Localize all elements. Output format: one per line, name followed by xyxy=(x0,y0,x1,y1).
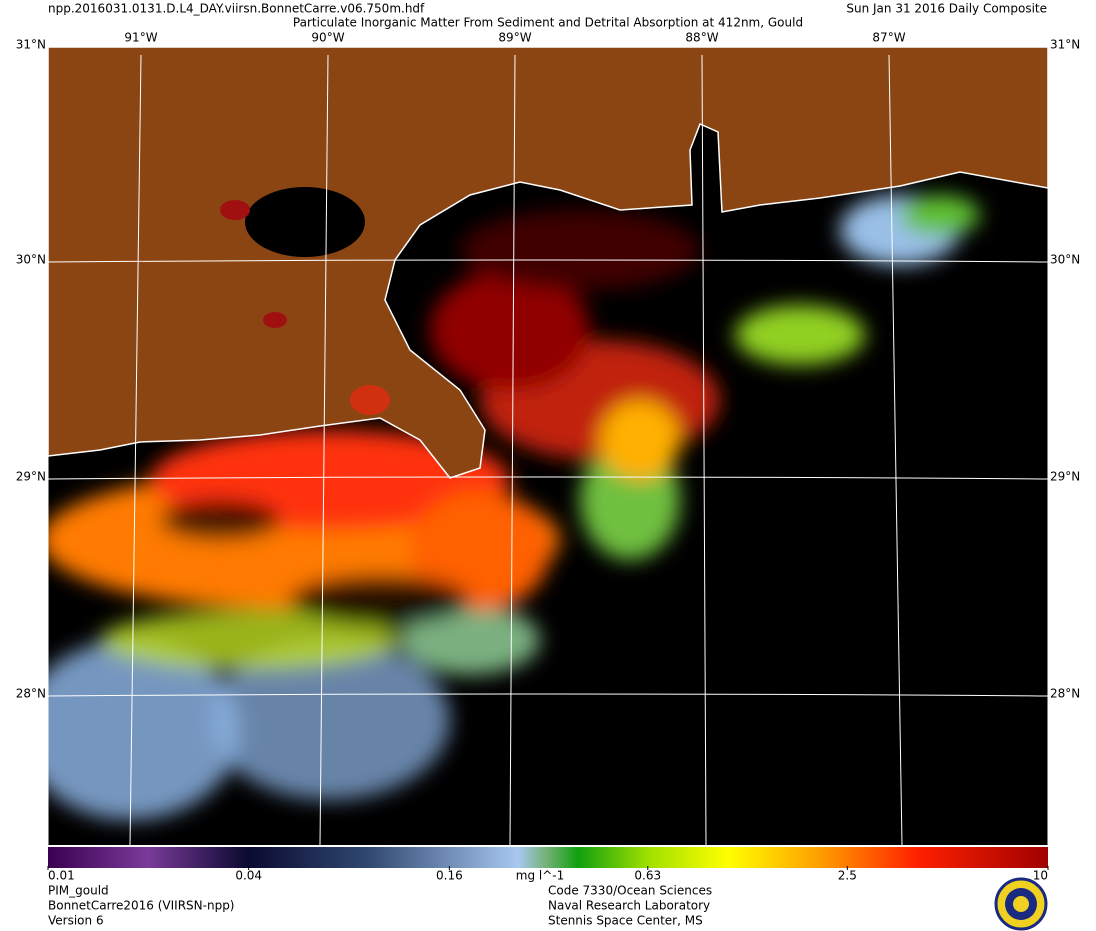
colorbar-tick-label: 0.04 xyxy=(235,869,262,883)
concentration-field xyxy=(48,195,980,820)
colorbar-tick-label: 2.5 xyxy=(838,869,857,883)
lat-label: 29°N xyxy=(1050,470,1080,484)
colorbar xyxy=(48,847,1048,868)
lat-label: 31°N xyxy=(16,38,46,52)
lat-label: 29°N xyxy=(16,470,46,484)
date: Sun Jan 31 2016 Daily Composite xyxy=(846,2,1047,16)
file-name: npp.2016031.0131.D.L4_DAY.viirsn.BonnetC… xyxy=(48,2,425,16)
graticule xyxy=(48,47,1048,845)
footer-text: Code 7330/Ocean Sciences xyxy=(548,884,712,898)
footer-text: BonnetCarre2016 (VIIRSN-npp) xyxy=(48,899,235,913)
lake xyxy=(245,187,365,257)
lat-label: 31°N xyxy=(1050,38,1080,52)
colorbar-tick-label: 10 xyxy=(1033,869,1048,883)
map xyxy=(48,47,1048,845)
lat-label: 28°N xyxy=(1050,687,1080,701)
footer-text: Version 6 xyxy=(48,914,104,928)
colorbar-tick-label: 0.16 xyxy=(436,869,463,883)
footer-text: PIM_gould xyxy=(48,884,109,898)
lon-label: 87°W xyxy=(872,31,905,45)
lake xyxy=(350,385,390,415)
lon-label: 88°W xyxy=(685,31,718,45)
lake xyxy=(263,312,287,328)
title: Particulate Inorganic Matter From Sedime… xyxy=(293,16,803,30)
lon-label: 90°W xyxy=(311,31,344,45)
footer-text: Stennis Space Center, MS xyxy=(548,914,703,928)
colorbar-tick-label: 0.63 xyxy=(634,869,661,883)
lake xyxy=(220,200,250,220)
lat-label: 30°N xyxy=(1050,253,1080,267)
lon-label: 89°W xyxy=(498,31,531,45)
land xyxy=(48,47,1048,479)
lat-label: 28°N xyxy=(16,687,46,701)
logo xyxy=(994,877,1048,931)
colorbar-unit: mg l^-1 xyxy=(516,869,564,883)
footer-text: Naval Research Laboratory xyxy=(548,899,710,913)
colorbar-tick-label: 0.01 xyxy=(48,869,75,883)
lat-label: 30°N xyxy=(16,253,46,267)
lon-label: 91°W xyxy=(124,31,157,45)
